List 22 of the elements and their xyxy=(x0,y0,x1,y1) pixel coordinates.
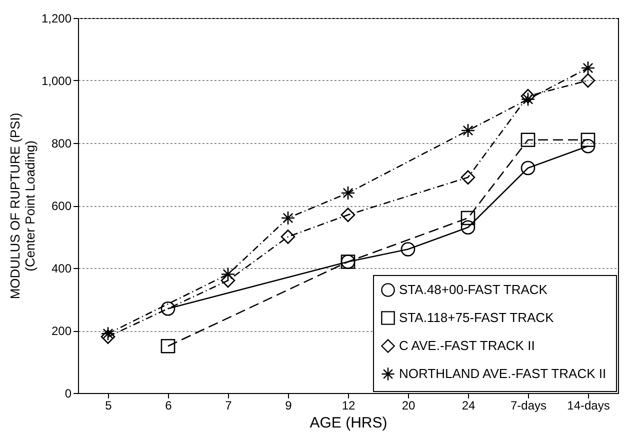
x-tick-label: 24 xyxy=(462,398,476,412)
legend-label: C AVE.-FAST TRACK II xyxy=(399,338,535,353)
y-tick-label: 600 xyxy=(51,199,72,213)
x-tick-label: 5 xyxy=(105,398,112,412)
x-tick-label: 12 xyxy=(342,398,356,412)
legend-label: STA.118+75-FAST TRACK xyxy=(399,310,554,325)
y-tick-label: 1,000 xyxy=(41,74,72,88)
y-tick-label: 0 xyxy=(64,386,72,400)
y-tick-label: 1,200 xyxy=(41,12,72,26)
y-tick-label: 400 xyxy=(51,262,72,276)
x-tick-label: 14-days xyxy=(567,398,610,412)
legend-label: NORTHLAND AVE.-FAST TRACK II xyxy=(399,366,606,381)
x-tick-label: 20 xyxy=(402,398,416,412)
y-tick-label: 200 xyxy=(51,324,72,338)
x-tick-label: 6 xyxy=(165,398,172,412)
y-tick-label: 800 xyxy=(51,136,72,150)
x-tick-label: 9 xyxy=(285,398,292,412)
x-tick-label: 7-days xyxy=(510,398,547,412)
y-axis-title: MODULUS OF RUPTURE (PSI) (Center Point Loading) xyxy=(7,112,38,300)
legend-label: STA.48+00-FAST TRACK xyxy=(399,282,548,297)
x-tick-label: 7 xyxy=(225,398,232,412)
x-axis-title: AGE (HRS) xyxy=(310,414,388,432)
